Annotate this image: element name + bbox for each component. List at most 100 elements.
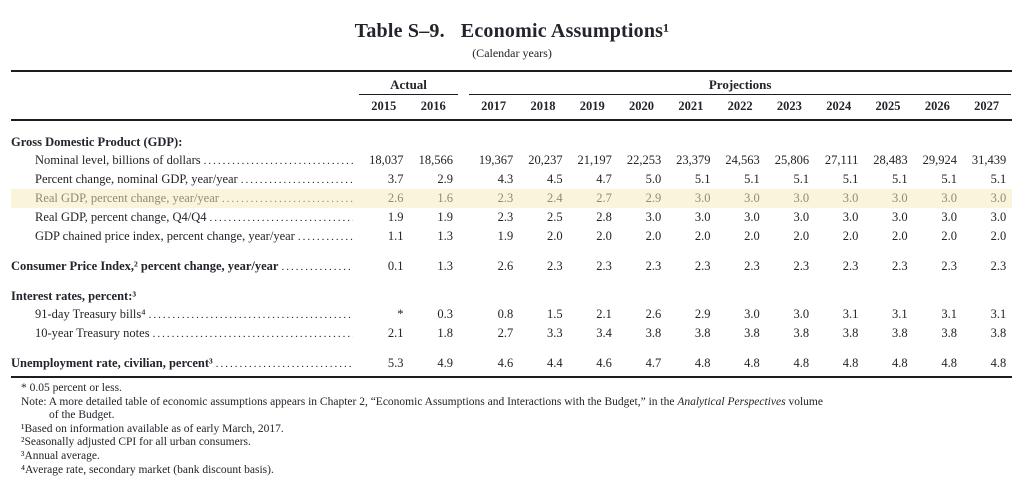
value-cell: 4.9 bbox=[437, 356, 453, 370]
value-cell: 2.3 bbox=[546, 259, 563, 273]
section-header-interest-rates: Interest rates, percent:³ bbox=[11, 289, 137, 303]
value-cell: 4.6 bbox=[497, 356, 514, 370]
footnote-2: ²Seasonally adjusted CPI for all urban c… bbox=[21, 436, 251, 449]
year-header: 2025 bbox=[875, 99, 901, 113]
table-subtitle: (Calendar years) bbox=[472, 46, 552, 60]
value-cell: 18,037 bbox=[369, 153, 404, 167]
value-cell: 29,924 bbox=[922, 153, 957, 167]
value-cell: 1.3 bbox=[437, 259, 453, 273]
footnote-4: ⁴Average rate, secondary market (bank di… bbox=[21, 463, 274, 476]
value-cell: 1.1 bbox=[387, 229, 404, 243]
value-cell: 3.1 bbox=[941, 307, 957, 321]
value-cell: * bbox=[397, 307, 404, 321]
year-header: 2024 bbox=[826, 99, 852, 113]
value-cell: 5.1 bbox=[941, 172, 957, 186]
value-cell: 2.3 bbox=[990, 259, 1007, 273]
value-cell: 1.9 bbox=[437, 210, 453, 224]
value-cell: 3.0 bbox=[744, 210, 760, 224]
year-header: 2018 bbox=[530, 99, 556, 113]
row-label: Real GDP, percent change, year/year bbox=[35, 191, 219, 205]
projections-group-header: Projections bbox=[469, 77, 1012, 95]
value-cell: 20,237 bbox=[528, 153, 563, 167]
value-cell: 2.0 bbox=[842, 229, 859, 243]
value-cell: 1.9 bbox=[387, 210, 404, 224]
value-cell: 2.3 bbox=[596, 259, 612, 273]
value-cell: 5.1 bbox=[842, 172, 859, 186]
value-cell: 2.0 bbox=[744, 229, 760, 243]
year-header: 2023 bbox=[776, 99, 802, 113]
value-cell: 19,367 bbox=[478, 153, 514, 167]
value-cell: 3.0 bbox=[744, 307, 760, 321]
value-cell: 4.5 bbox=[546, 172, 563, 186]
table-title-text: Economic Assumptions¹ bbox=[460, 20, 670, 42]
value-cell: 2.8 bbox=[596, 210, 612, 224]
value-cell: 3.0 bbox=[941, 210, 957, 224]
value-cell: 18,566 bbox=[418, 153, 453, 167]
value-cell: 3.0 bbox=[990, 191, 1007, 205]
value-cell: 2.0 bbox=[892, 229, 908, 243]
dot-leader bbox=[204, 152, 353, 170]
dot-leader bbox=[153, 325, 353, 343]
value-cell: 3.0 bbox=[793, 210, 810, 224]
value-cell: 25,806 bbox=[774, 153, 810, 167]
row-label: Unemployment rate, civilian, percent³ bbox=[11, 356, 213, 370]
table-title: Table S–9. Economic Assumptions¹ bbox=[0, 20, 1024, 43]
year-header: 2017 bbox=[481, 99, 507, 113]
table-row-nominal-gdp-level: Nominal level, billions of dollars 18,03… bbox=[11, 151, 1012, 170]
value-cell: 3.8 bbox=[645, 326, 662, 340]
column-group-row: Actual Projections bbox=[11, 77, 1012, 95]
row-label: Percent change, nominal GDP, year/year bbox=[35, 172, 238, 186]
value-cell: 2.1 bbox=[387, 326, 404, 340]
value-cell: 1.6 bbox=[437, 191, 453, 205]
footnote-note: Note: A more detailed table of economic … bbox=[11, 396, 1012, 423]
year-header: 2026 bbox=[924, 99, 950, 113]
dot-leader bbox=[216, 355, 353, 373]
value-cell: 3.0 bbox=[892, 210, 908, 224]
value-cell: 2.0 bbox=[990, 229, 1007, 243]
value-cell: 3.4 bbox=[596, 326, 612, 340]
footnote-1: ¹Based on information available as of ea… bbox=[21, 422, 284, 435]
value-cell: 3.0 bbox=[793, 307, 810, 321]
value-cell: 22,253 bbox=[626, 153, 662, 167]
dot-leader bbox=[281, 258, 353, 276]
table-row-nominal-gdp-pct-change: Percent change, nominal GDP, year/year 3… bbox=[11, 170, 1012, 189]
value-cell: 2.6 bbox=[387, 191, 404, 205]
value-cell: 2.7 bbox=[596, 191, 612, 205]
footnote-asterisk: * 0.05 percent or less. bbox=[21, 382, 122, 394]
row-label: GDP chained price index, percent change,… bbox=[35, 229, 295, 243]
value-cell: 4.4 bbox=[546, 356, 563, 370]
value-cell: 0.3 bbox=[437, 307, 453, 321]
value-cell: 4.6 bbox=[596, 356, 612, 370]
value-cell: 31,439 bbox=[971, 153, 1007, 167]
value-cell: 3.8 bbox=[990, 326, 1007, 340]
table-row-real-gdp-q4-q4: Real GDP, percent change, Q4/Q4 1.9 1.9 … bbox=[11, 208, 1012, 227]
dot-leader bbox=[298, 228, 353, 246]
value-cell: 2.0 bbox=[694, 229, 711, 243]
year-header: 2022 bbox=[727, 99, 753, 113]
value-cell: 0.8 bbox=[497, 307, 514, 321]
value-cell: 2.9 bbox=[645, 191, 662, 205]
value-cell: 5.0 bbox=[645, 172, 662, 186]
footnote-note-line2: of the Budget. bbox=[49, 409, 115, 422]
footnote-3: ³Annual average. bbox=[21, 449, 100, 462]
value-cell: 4.8 bbox=[842, 356, 859, 370]
value-cell: 27,111 bbox=[824, 153, 859, 167]
dot-leader bbox=[222, 190, 353, 208]
dot-leader bbox=[209, 209, 353, 227]
value-cell: 2.0 bbox=[596, 229, 612, 243]
value-cell: 2.9 bbox=[694, 307, 711, 321]
value-cell: 4.7 bbox=[596, 172, 612, 186]
value-cell: 3.8 bbox=[694, 326, 711, 340]
actual-group-header: Actual bbox=[359, 77, 458, 95]
value-cell: 4.8 bbox=[744, 356, 760, 370]
value-cell: 4.8 bbox=[892, 356, 908, 370]
value-cell: 2.9 bbox=[437, 172, 453, 186]
value-cell: 2.3 bbox=[892, 259, 908, 273]
value-cell: 3.0 bbox=[941, 191, 957, 205]
year-header: 2016 bbox=[420, 99, 446, 113]
value-cell: 2.3 bbox=[497, 191, 514, 205]
value-cell: 21,197 bbox=[577, 153, 612, 167]
row-label: 91-day Treasury bills⁴ bbox=[35, 307, 146, 321]
section-header-gdp: Gross Domestic Product (GDP): bbox=[11, 135, 183, 149]
